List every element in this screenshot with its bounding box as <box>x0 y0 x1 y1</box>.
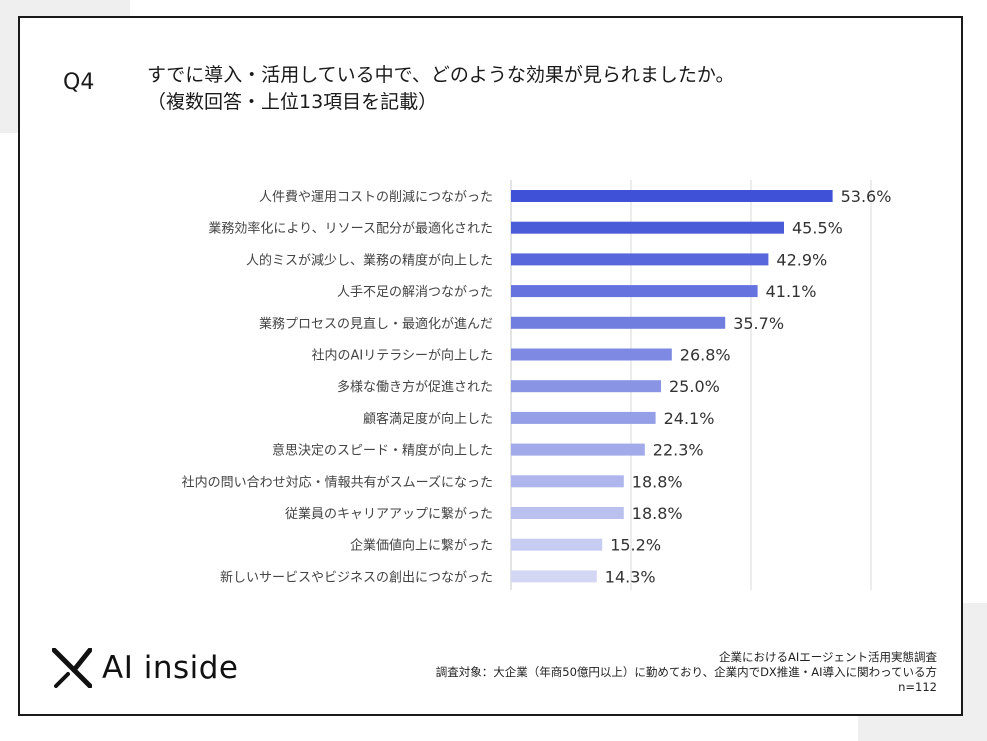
question-number: Q4 <box>63 70 95 95</box>
question-title-line2: （複数回答・上位13項目を記載） <box>147 91 438 113</box>
data-label: 15.2% <box>610 536 661 555</box>
brand-logo-text: AI inside <box>102 650 239 686</box>
bar <box>511 475 624 488</box>
bar <box>511 443 645 456</box>
bar <box>511 285 758 298</box>
data-label: 14.3% <box>605 567 656 586</box>
slide-frame <box>18 16 963 716</box>
category-label: 従業員のキャリアアップに繋がった <box>285 506 493 522</box>
x-mark-icon <box>52 648 92 688</box>
data-label: 22.3% <box>653 441 704 460</box>
category-label: 人手不足の解消つながった <box>337 285 493 300</box>
data-label: 18.8% <box>632 472 683 491</box>
bar <box>511 411 656 424</box>
category-label: 社内の問い合わせ対応・情報共有がスムーズになった <box>182 474 493 490</box>
bar <box>511 221 784 234</box>
data-label: 42.9% <box>776 250 827 269</box>
category-label: 顧客満足度が向上した <box>363 411 493 427</box>
data-label: 35.7% <box>733 314 784 333</box>
bar <box>511 538 603 551</box>
category-label: 意思決定のスピード・精度が向上した <box>272 443 493 459</box>
category-label: 企業価値向上に繋がった <box>350 538 493 554</box>
question-title: すでに導入・活用している中で、どのような効果が見られましたか。 （複数回答・上位… <box>147 62 734 116</box>
category-label: 人的ミスが減少し、業務の精度が向上した <box>246 252 493 268</box>
data-label: 53.6% <box>841 187 892 206</box>
category-label: 多様な働き方が促進された <box>337 379 493 395</box>
bar <box>511 253 769 266</box>
data-label: 26.8% <box>680 346 731 365</box>
category-label: 業務プロセスの見直し・最適化が進んだ <box>259 316 493 332</box>
category-label: 社内のAIリテラシーが向上した <box>312 348 493 364</box>
bar <box>511 316 726 329</box>
category-label: 新しいサービスやビジネスの創出につながった <box>220 569 493 585</box>
bar <box>511 507 624 519</box>
category-label: 業務効率化により、リソース配分が最適化された <box>208 221 493 237</box>
data-label: 18.8% <box>632 504 683 523</box>
data-label: 41.1% <box>766 282 817 301</box>
data-label: 24.1% <box>664 409 715 428</box>
data-label: 25.0% <box>669 377 720 396</box>
survey-name: 企業におけるAIエージェント活用実態調査 <box>718 650 937 664</box>
bar <box>511 380 661 393</box>
question-title-line1: すでに導入・活用している中で、どのような効果が見られましたか。 <box>147 64 735 86</box>
bar <box>511 190 833 202</box>
bar <box>511 348 672 361</box>
bar <box>511 570 597 583</box>
data-label: 45.5% <box>792 219 843 238</box>
category-label: 人件費や運用コストの削減につながった <box>259 189 493 205</box>
survey-target: 調査対象：大企業（年商50億円以上）に勤めており、企業内でDX推進・AI導入に関… <box>435 665 937 679</box>
survey-footer: 企業におけるAIエージェント活用実態調査 調査対象：大企業（年商50億円以上）に… <box>436 650 937 695</box>
brand-logo: AI inside <box>52 648 238 688</box>
sample-size: n=112 <box>898 680 937 694</box>
